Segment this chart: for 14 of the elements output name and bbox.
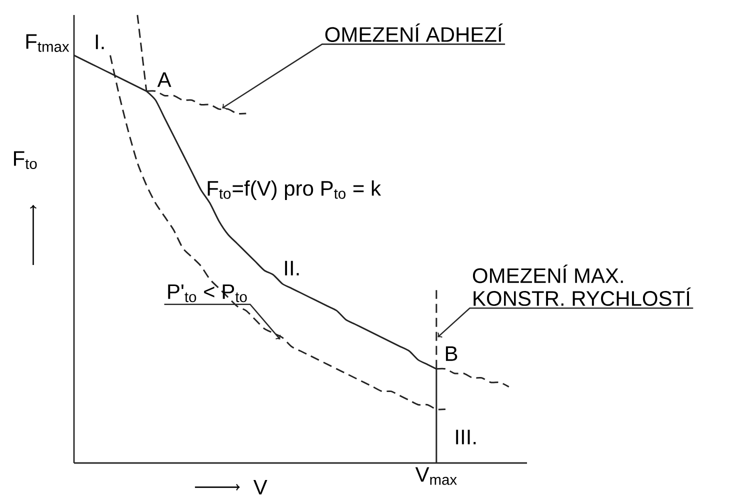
annotation: P'$_{to}$ < P$_{to}$ [168, 284, 247, 302]
x-axis-title: V [253, 480, 268, 494]
annotation: KONSTR. RYCHLOSTÍ [474, 287, 691, 306]
annotation: I. [96, 34, 104, 50]
annotation: III. [456, 430, 476, 444]
annotation: II. [285, 260, 299, 276]
annotation: OMEZENÍ ADHEZÍ [325, 24, 503, 42]
text: V$_{max}$ [415, 467, 457, 485]
text: F$_{tmax}$ [26, 34, 70, 52]
annotation: A [157, 72, 172, 87]
y-axis-title: F$_{to}$ [14, 151, 37, 169]
annotation: F$_{to}$=f(V) pro P$_{to}$ = k [208, 180, 382, 200]
annotation: B [446, 346, 458, 361]
annotation: OMEZENÍ MAX. [472, 264, 623, 284]
